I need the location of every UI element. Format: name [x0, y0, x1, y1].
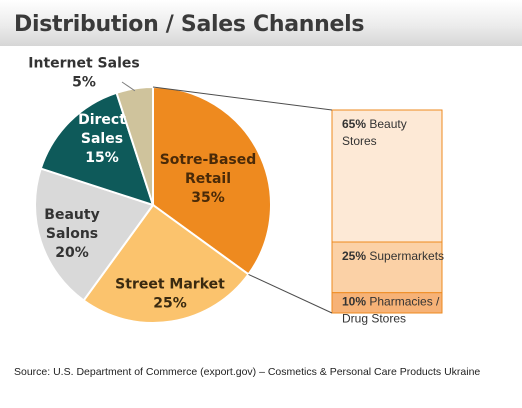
bar-segment-name-1: Supermarkets: [369, 249, 444, 263]
bar-segment-2: [331, 292, 443, 314]
pie-label-value-1: 25%: [153, 296, 187, 312]
connector-line-bottom: [248, 273, 333, 314]
bar-segment-name-0: Beauty: [369, 117, 406, 131]
source-note: Source: U.S. Department of Commerce (exp…: [14, 366, 481, 378]
bar-segment-name-2: Drug Stores: [342, 312, 406, 326]
pie-label-value-4: 5%: [72, 75, 96, 91]
pie-slice-2: [34, 167, 155, 302]
connector-line-top: [152, 86, 333, 111]
bar-segment-1: [331, 241, 443, 294]
pie-label-name-3: Sales: [81, 131, 123, 147]
title-bar: [0, 0, 522, 46]
bar-segment-value-0: 65%: [342, 117, 369, 131]
bar-segment-label-1: 25% Supermarkets: [342, 249, 444, 263]
pie-label-name-2: Beauty: [44, 207, 99, 223]
bar-segment-label-2: 10% Pharmacies /: [342, 295, 440, 309]
pie-label-name-0: Retail: [185, 171, 231, 187]
bar-segment-label-0: 65% Beauty: [342, 117, 407, 131]
pie-label-value-0: 35%: [191, 190, 225, 206]
bar-segment-name-2: Pharmacies /: [369, 295, 440, 309]
leader-line-internet-sales: [121, 81, 136, 92]
pie-label-name-1: Street Market: [115, 277, 225, 293]
pie-slice-1: [82, 203, 250, 324]
bar-segment-value-2: 10%: [342, 295, 369, 309]
pie-label-name-4: Internet Sales: [28, 56, 139, 72]
pie-label-value-2: 20%: [55, 245, 89, 261]
bar-segment-label-2: Drug Stores: [342, 312, 406, 326]
pie-label-name-3: Direct: [78, 112, 126, 128]
pie-label-name-0: Sotre-Based: [160, 152, 257, 168]
pie-slice-4: [115, 85, 154, 206]
bar-segment-label-0: Stores: [342, 134, 377, 148]
bar-segment-name-0: Stores: [342, 134, 377, 148]
chart-title: Distribution / Sales Channels: [14, 12, 365, 37]
bar-segment-0: [331, 109, 443, 243]
pie-label-name-2: Salons: [46, 226, 98, 242]
pie-label-value-3: 15%: [85, 150, 119, 166]
bar-segment-value-1: 25%: [342, 249, 369, 263]
